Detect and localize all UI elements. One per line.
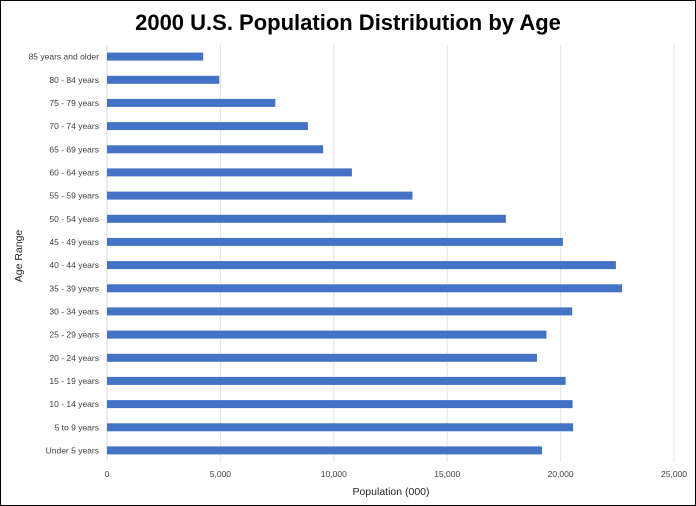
y-tick-label: 75 - 79 years xyxy=(49,98,99,108)
bar xyxy=(107,423,574,432)
y-tick-label: 30 - 34 years xyxy=(49,306,99,316)
y-tick-label: 25 - 29 years xyxy=(49,330,99,340)
bar xyxy=(107,284,623,293)
y-tick-label: 10 - 14 years xyxy=(49,399,99,409)
bar xyxy=(107,98,276,107)
y-tick-labels: 85 years and older 80 - 84 years 75 - 79 y… xyxy=(29,52,100,456)
x-tick-label: 15,000 xyxy=(434,469,460,479)
bar xyxy=(107,237,563,246)
x-axis-label: Population (000) xyxy=(352,486,429,498)
y-tick-label: 45 - 49 years xyxy=(49,237,99,247)
bar xyxy=(107,330,547,339)
bar xyxy=(107,122,308,131)
y-tick-label: 50 - 54 years xyxy=(49,214,99,224)
bar xyxy=(107,168,352,177)
x-tick-label: 20,000 xyxy=(548,469,574,479)
x-tick-labels: 0 5,000 10,000 15,000 20,000 25,000 xyxy=(105,469,688,479)
bar xyxy=(107,307,573,316)
x-tick-label: 5,000 xyxy=(210,469,232,479)
bar xyxy=(107,145,324,154)
y-tick-label: Under 5 years xyxy=(46,445,99,455)
y-tick-label: 70 - 74 years xyxy=(49,121,99,131)
bar xyxy=(107,400,573,409)
y-tick-label: 65 - 69 years xyxy=(49,144,99,154)
bar xyxy=(107,191,413,200)
y-tick-label: 15 - 19 years xyxy=(49,376,99,386)
x-tick-label: 0 xyxy=(105,469,110,479)
y-tick-label: 60 - 64 years xyxy=(49,167,99,177)
y-axis-label: Age Range xyxy=(13,230,25,283)
x-tick-label: 25,000 xyxy=(661,469,687,479)
y-tick-label: 35 - 39 years xyxy=(49,283,99,293)
y-tick-label: 80 - 84 years xyxy=(49,75,99,85)
y-tick-label: 85 years and older xyxy=(29,52,100,62)
bar xyxy=(107,52,204,61)
x-tick-label: 10,000 xyxy=(321,469,347,479)
bar xyxy=(107,214,506,223)
chart-title: 2000 U.S. Population Distribution by Age xyxy=(135,10,561,35)
bar xyxy=(107,446,542,455)
bar xyxy=(107,75,220,84)
y-tick-label: 5 to 9 years xyxy=(55,422,99,432)
bars xyxy=(107,52,623,455)
y-tick-label: 40 - 44 years xyxy=(49,260,99,270)
bar xyxy=(107,376,566,385)
y-tick-label: 55 - 59 years xyxy=(49,191,99,201)
bar xyxy=(107,353,537,362)
bar xyxy=(107,261,616,270)
y-tick-label: 20 - 24 years xyxy=(49,353,99,363)
gridlines xyxy=(106,45,675,462)
